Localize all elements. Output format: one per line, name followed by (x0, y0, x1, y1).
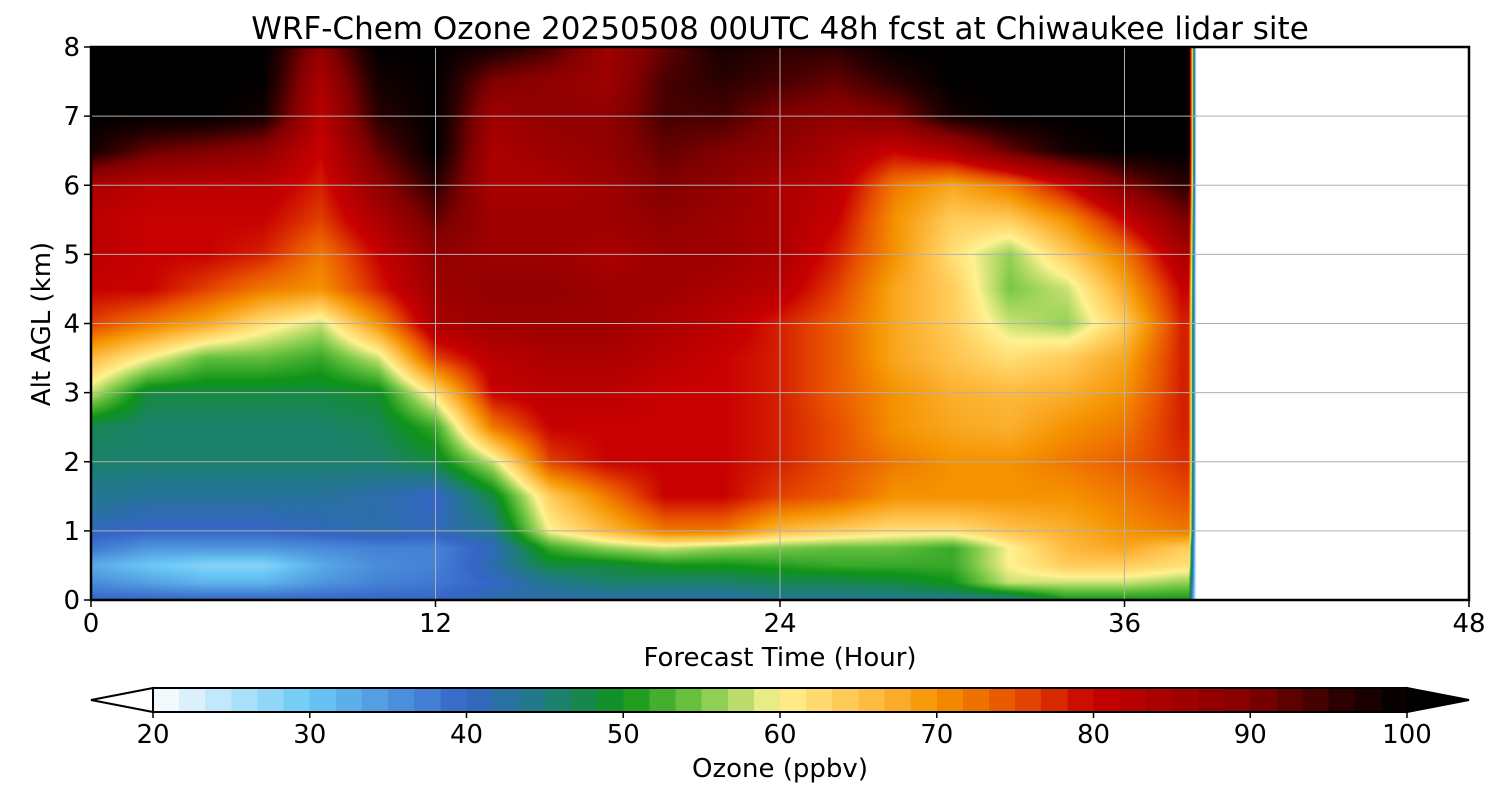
y-tick-label: 2 (63, 448, 80, 478)
y-tick-label: 4 (63, 310, 80, 340)
y-axis-label: Alt AGL (km) (27, 242, 57, 406)
y-tick-label: 7 (63, 102, 80, 132)
colorbar-ticks: 20 30 40 50 60 70 80 90 100 (136, 712, 1432, 750)
y-tick-label: 6 (63, 171, 80, 201)
x-tick-label: 48 (1452, 609, 1485, 639)
y-axis: 0 1 2 3 4 5 6 7 8 (63, 33, 91, 616)
colorbar-tick-label: 50 (607, 720, 640, 750)
colorbar-label: Ozone (ppbv) (692, 754, 868, 784)
colorbar-tick-label: 80 (1077, 720, 1110, 750)
y-tick-label: 0 (63, 586, 80, 616)
colorbar-extend-low (90, 686, 154, 714)
colorbar-tick-label: 70 (920, 720, 953, 750)
colorbar-gradient (153, 688, 1407, 712)
x-axis-label: Forecast Time (Hour) (643, 643, 916, 673)
chart-title: WRF-Chem Ozone 20250508 00UTC 48h fcst a… (251, 11, 1309, 47)
colorbar-tick-label: 60 (763, 720, 796, 750)
x-tick-label: 36 (1108, 609, 1141, 639)
y-tick-label: 5 (63, 240, 80, 270)
colorbar-tick-label: 40 (450, 720, 483, 750)
x-tick-label: 12 (419, 609, 452, 639)
colorbar-extend-high (1406, 686, 1470, 714)
colorbar-tick-label: 20 (136, 720, 169, 750)
y-tick-label: 3 (63, 379, 80, 409)
x-tick-label: 0 (83, 609, 100, 639)
colorbar-tick-label: 30 (293, 720, 326, 750)
y-tick-label: 8 (63, 33, 80, 63)
colorbar-tick-label: 100 (1382, 720, 1432, 750)
x-axis: 0 12 24 36 48 (83, 600, 1486, 639)
colorbar: 20 30 40 50 60 70 80 90 100 Ozone (ppbv) (90, 686, 1470, 784)
x-tick-label: 24 (763, 609, 796, 639)
y-tick-label: 1 (63, 517, 80, 547)
colorbar-tick-label: 90 (1234, 720, 1267, 750)
